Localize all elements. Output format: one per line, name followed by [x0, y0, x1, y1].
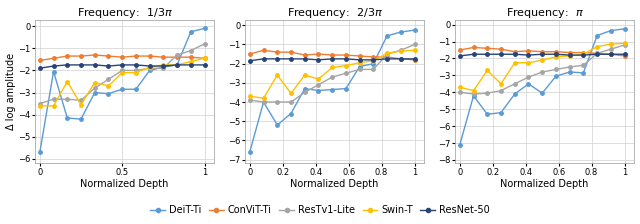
Y-axis label: Δ log amplitude: Δ log amplitude [6, 53, 15, 130]
X-axis label: Normalized Depth: Normalized Depth [291, 179, 379, 189]
Title: Frequency:  $1/3\pi$: Frequency: $1/3\pi$ [77, 6, 173, 19]
Legend: DeiT-Ti, ConViT-Ti, ResTv1-Lite, Swin-T, ResNet-50: DeiT-Ti, ConViT-Ti, ResTv1-Lite, Swin-T,… [147, 201, 493, 219]
X-axis label: Normalized Depth: Normalized Depth [81, 179, 169, 189]
X-axis label: Normalized Depth: Normalized Depth [500, 179, 589, 189]
Title: Frequency:  $\pi$: Frequency: $\pi$ [506, 6, 584, 19]
Title: Frequency:  $2/3\pi$: Frequency: $2/3\pi$ [287, 6, 383, 19]
